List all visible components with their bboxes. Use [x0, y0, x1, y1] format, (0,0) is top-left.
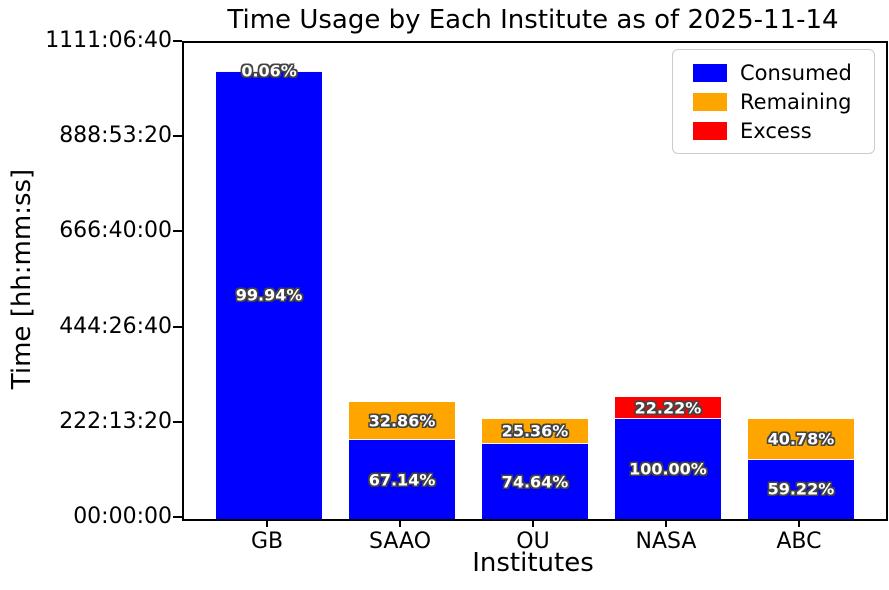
bar-segment-consumed-gb [215, 71, 323, 519]
bar-pct-label-excess-nasa: 22.22% [634, 398, 702, 418]
bar-pct-label-consumed-ou: 74.64% [501, 472, 569, 492]
legend-label-consumed: Consumed [740, 60, 852, 85]
y-tick-label: 00:00:00 [73, 504, 172, 529]
chart-title: Time Usage by Each Institute as of 2025-… [227, 5, 839, 35]
y-tick-label: 666:40:00 [59, 218, 172, 244]
legend-item-remaining: Remaining [693, 87, 874, 116]
legend-label-remaining: Remaining [740, 89, 852, 114]
bar-segment-remaining-saao [348, 401, 456, 441]
y-tick-mark [173, 230, 182, 233]
y-tick-mark [173, 40, 182, 42]
legend-swatch-remaining-icon [693, 92, 727, 111]
legend-label-excess: Excess [740, 118, 812, 143]
x-tick-label: ABC [776, 529, 822, 554]
y-tick-label: 888:53:20 [59, 123, 172, 149]
bar-pct-label-consumed-nasa: 100.00% [629, 459, 707, 479]
bar-segment-consumed-saao [348, 440, 456, 519]
y-tick-label: 222:13:20 [59, 408, 172, 434]
x-tick-label: GB [251, 529, 284, 554]
y-tick-label: 1111:06:40 [45, 28, 172, 53]
bar-segment-remaining-gb [215, 71, 323, 73]
y-tick-mark [173, 135, 182, 138]
x-tick-mark [532, 519, 534, 527]
legend-item-consumed: Consumed [693, 58, 874, 87]
x-tick-label: OU [516, 529, 550, 554]
bar-segment-remaining-ou [481, 418, 589, 445]
y-axis-label: Time [hh:mm:ss] [7, 168, 37, 390]
bar-pct-label-consumed-abc: 59.22% [767, 479, 835, 499]
legend-swatch-consumed-icon [693, 63, 727, 82]
x-tick-mark [664, 519, 667, 527]
y-tick-label: 444:26:40 [59, 313, 172, 339]
bar-segment-excess-nasa [614, 396, 722, 419]
bar-pct-label-remaining-saao: 32.86% [368, 411, 436, 431]
x-tick-label: SAAO [369, 529, 432, 554]
y-tick-mark [173, 516, 182, 518]
bar-pct-label-consumed-gb: 99.94% [235, 285, 303, 305]
bar-segment-consumed-nasa [614, 418, 722, 519]
bar-pct-label-remaining-abc: 40.78% [767, 429, 835, 449]
bar-pct-label-consumed-saao: 67.14% [368, 470, 436, 490]
x-tick-mark [266, 519, 269, 527]
x-tick-mark [797, 519, 800, 527]
bar-segment-consumed-abc [747, 459, 855, 519]
legend-item-excess: Excess [693, 116, 874, 145]
legend-swatch-excess-icon [693, 121, 727, 140]
bar-pct-label-remaining-ou: 25.36% [501, 421, 569, 441]
bar-segment-consumed-ou [481, 444, 589, 519]
bar-segment-remaining-abc [747, 418, 855, 460]
y-tick-mark [173, 325, 182, 328]
bar-pct-label-remaining-gb: 0.06% [241, 61, 297, 81]
x-tick-mark [399, 519, 402, 527]
x-axis-label: Institutes [472, 548, 594, 578]
legend: Consumed Remaining Excess [672, 49, 875, 154]
y-tick-mark [173, 420, 182, 423]
x-tick-label: NASA [635, 529, 697, 554]
